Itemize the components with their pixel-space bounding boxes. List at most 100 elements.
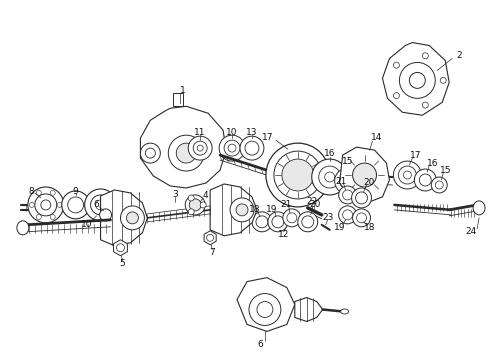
Circle shape — [274, 151, 322, 199]
Circle shape — [403, 171, 412, 179]
Text: 19: 19 — [334, 223, 345, 232]
Polygon shape — [237, 278, 295, 332]
Circle shape — [99, 209, 112, 221]
Polygon shape — [114, 240, 127, 256]
Text: 21: 21 — [280, 201, 292, 210]
Circle shape — [302, 216, 314, 228]
Circle shape — [91, 195, 111, 215]
Circle shape — [282, 159, 314, 191]
Circle shape — [219, 135, 245, 161]
Circle shape — [245, 141, 259, 155]
Circle shape — [50, 215, 55, 220]
Ellipse shape — [341, 309, 348, 314]
Circle shape — [141, 143, 160, 163]
Circle shape — [398, 166, 416, 184]
Circle shape — [188, 136, 212, 160]
Circle shape — [422, 53, 428, 59]
Circle shape — [318, 166, 341, 188]
Text: 9: 9 — [73, 188, 78, 197]
Circle shape — [146, 148, 155, 158]
Circle shape — [230, 198, 254, 222]
Polygon shape — [210, 184, 257, 236]
Circle shape — [240, 136, 264, 160]
Polygon shape — [204, 231, 216, 245]
Circle shape — [422, 102, 428, 108]
Text: 23: 23 — [322, 213, 333, 222]
Text: 18: 18 — [249, 206, 261, 215]
Circle shape — [57, 202, 62, 207]
Text: 4: 4 — [202, 192, 208, 201]
Text: 15: 15 — [342, 157, 353, 166]
Polygon shape — [100, 190, 147, 246]
Circle shape — [207, 234, 214, 241]
Text: 3: 3 — [172, 190, 178, 199]
Circle shape — [268, 212, 288, 232]
Circle shape — [353, 163, 376, 187]
Text: 19: 19 — [266, 206, 278, 215]
Circle shape — [41, 200, 51, 210]
Circle shape — [117, 244, 124, 252]
Text: 20: 20 — [309, 201, 320, 210]
Circle shape — [35, 194, 57, 216]
Circle shape — [29, 202, 34, 207]
Circle shape — [393, 62, 399, 68]
Circle shape — [266, 143, 330, 207]
Text: 20: 20 — [364, 179, 375, 188]
Circle shape — [283, 209, 301, 227]
Polygon shape — [173, 93, 183, 106]
Text: 10: 10 — [81, 220, 92, 229]
Circle shape — [36, 215, 41, 220]
Circle shape — [168, 135, 204, 171]
Circle shape — [298, 212, 318, 232]
Circle shape — [249, 293, 281, 325]
Circle shape — [272, 216, 284, 228]
Circle shape — [256, 216, 268, 228]
Text: 1: 1 — [180, 86, 186, 95]
Circle shape — [352, 188, 371, 208]
Text: 10: 10 — [226, 128, 238, 137]
Text: 13: 13 — [246, 128, 258, 137]
Text: 15: 15 — [440, 166, 451, 175]
Circle shape — [335, 168, 361, 194]
Text: 17: 17 — [410, 150, 421, 159]
Circle shape — [357, 213, 367, 223]
Circle shape — [399, 62, 435, 98]
Text: 14: 14 — [371, 133, 382, 142]
Circle shape — [228, 144, 236, 152]
Circle shape — [121, 206, 145, 230]
Circle shape — [339, 206, 357, 224]
Circle shape — [393, 161, 421, 189]
Circle shape — [409, 72, 425, 88]
Circle shape — [36, 190, 41, 195]
Text: 21: 21 — [335, 177, 346, 186]
Circle shape — [419, 174, 431, 186]
Circle shape — [353, 209, 370, 227]
Circle shape — [325, 172, 335, 182]
Circle shape — [188, 195, 194, 201]
Circle shape — [96, 200, 105, 210]
Circle shape — [189, 199, 201, 211]
Circle shape — [415, 169, 436, 191]
Circle shape — [176, 143, 196, 163]
Text: 24: 24 — [466, 227, 477, 236]
Text: 16: 16 — [426, 158, 438, 167]
Ellipse shape — [473, 201, 485, 215]
Text: 17: 17 — [262, 133, 273, 142]
Circle shape — [126, 212, 138, 224]
Circle shape — [252, 212, 272, 232]
Text: 8: 8 — [28, 188, 34, 197]
Text: 6: 6 — [257, 340, 263, 349]
Circle shape — [224, 140, 240, 156]
Circle shape — [393, 93, 399, 99]
Circle shape — [440, 77, 446, 84]
Circle shape — [236, 204, 248, 216]
Polygon shape — [340, 147, 390, 203]
Text: 2: 2 — [456, 51, 462, 60]
Circle shape — [356, 192, 368, 204]
Circle shape — [62, 191, 90, 219]
Text: 22: 22 — [306, 197, 318, 206]
Circle shape — [188, 209, 194, 215]
Circle shape — [257, 302, 273, 318]
Circle shape — [312, 159, 347, 195]
Circle shape — [343, 190, 353, 200]
